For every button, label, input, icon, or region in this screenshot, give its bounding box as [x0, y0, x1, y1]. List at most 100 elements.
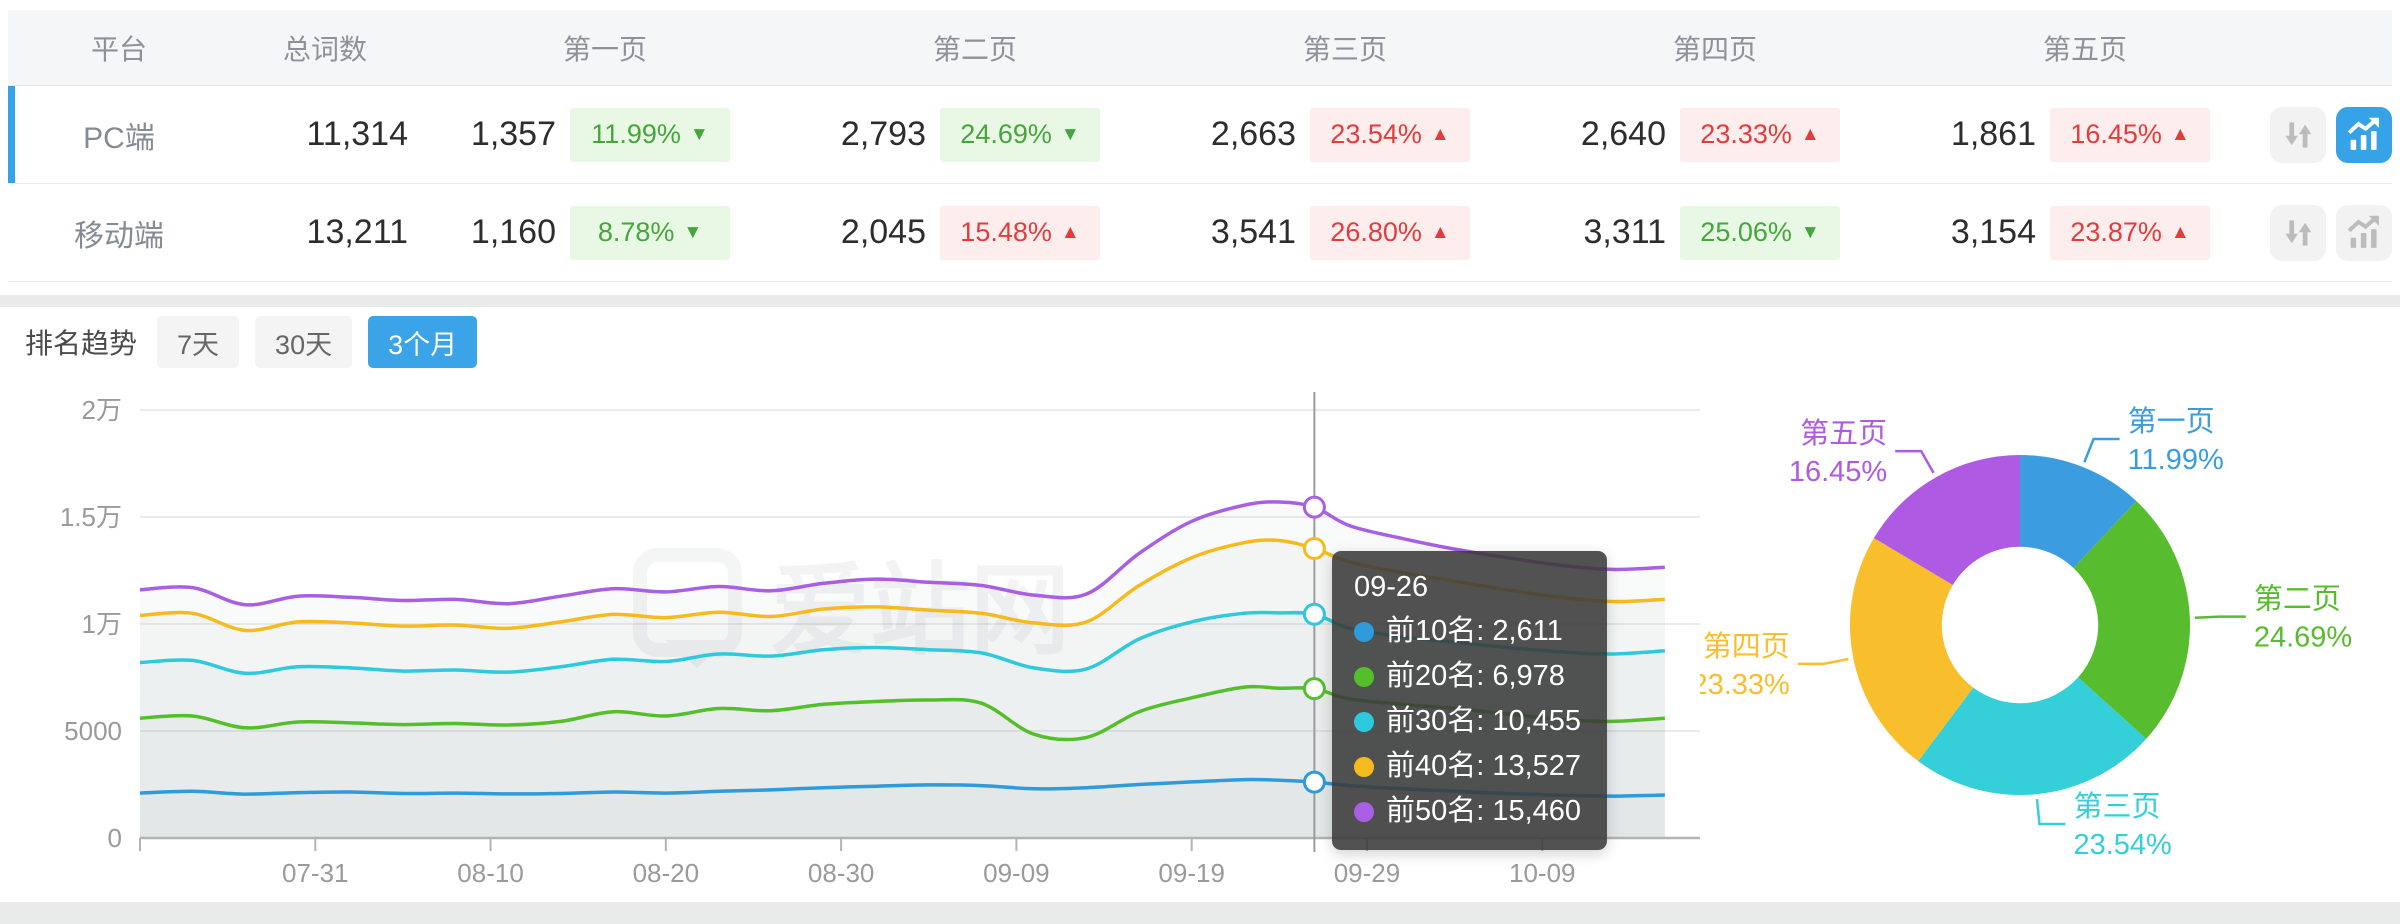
page3-pct-badge: 23.54% ▲	[1310, 107, 1470, 162]
svg-text:第二页: 第二页	[2254, 583, 2341, 616]
col-header-platform: 平台	[90, 33, 147, 65]
trend-chart-button[interactable]	[2336, 106, 2392, 163]
series-label: 前10名:	[1386, 615, 1485, 647]
table-row-pc[interactable]: PC端 11,314 1,357 11.99% ▼ 2,793 24.69% ▼…	[8, 86, 2392, 184]
page2-count: 2,045	[840, 213, 926, 251]
trend-chart-button[interactable]	[2336, 204, 2392, 261]
svg-text:2万: 2万	[82, 395, 122, 425]
pct-value: 11.99%	[591, 119, 681, 149]
platform-label: 移动端	[74, 219, 164, 253]
pct-value: 23.54%	[1330, 119, 1422, 149]
series-value: 2,611	[1492, 615, 1563, 647]
col-header-page3: 第三页	[1302, 33, 1387, 65]
pct-value: 16.45%	[2070, 119, 2162, 149]
series-label: 前50名:	[1386, 795, 1485, 827]
series-label: 前40名:	[1386, 750, 1485, 782]
sort-arrows-icon	[2276, 113, 2320, 157]
svg-text:5000: 5000	[64, 716, 122, 746]
page2-cell: 2,793 24.69% ▼	[790, 107, 1160, 162]
svg-text:08-30: 08-30	[808, 858, 875, 888]
page4-cell: 2,640 23.33% ▲	[1530, 107, 1900, 162]
page2-count: 2,793	[840, 115, 926, 153]
col-header-page5: 第五页	[2042, 33, 2127, 65]
svg-text:09-09: 09-09	[983, 858, 1050, 888]
donut-slice-第三页	[1918, 677, 2147, 796]
page2-pct-badge: 15.48% ▲	[940, 205, 1100, 260]
svg-text:24.69%: 24.69%	[2254, 622, 2352, 654]
table-row-mobile[interactable]: 移动端 13,211 1,160 8.78% ▼ 2,045 15.48% ▲ …	[8, 184, 2392, 282]
tab-7-days[interactable]: 7天	[157, 316, 240, 368]
row-actions	[2270, 106, 2400, 163]
donut-slice-第一页	[2020, 455, 2137, 568]
series-value: 10,455	[1492, 705, 1582, 737]
pct-value: 23.33%	[1700, 119, 1792, 149]
series-dot-top20	[1354, 666, 1374, 687]
series-dot-top50	[1354, 801, 1374, 822]
page1-cell: 1,160 8.78% ▼	[420, 205, 790, 260]
sort-toggle-button[interactable]	[2270, 106, 2326, 163]
page5-pct-badge: 23.87% ▲	[2050, 205, 2210, 260]
page5-cell: 1,861 16.45% ▲	[1900, 107, 2270, 162]
svg-text:1.5万: 1.5万	[60, 502, 122, 532]
svg-text:07-31: 07-31	[282, 858, 349, 888]
page5-pct-badge: 16.45% ▲	[2050, 107, 2210, 162]
tooltip-row: 前10名: 2,611	[1354, 609, 1581, 654]
donut-slice-第二页	[2073, 501, 2191, 739]
trend-arrow-icon: ▲	[1430, 222, 1450, 243]
pct-value: 26.80%	[1330, 217, 1422, 247]
trend-arrow-icon: ▲	[2170, 222, 2190, 243]
row-actions	[2270, 204, 2400, 261]
svg-text:第五页: 第五页	[1800, 417, 1887, 450]
series-value: 15,460	[1492, 795, 1582, 827]
donut-slice-第五页	[1873, 455, 2020, 585]
tooltip-date: 09-26	[1354, 571, 1429, 603]
tooltip-row: 前30名: 10,455	[1354, 699, 1581, 744]
page3-cell: 2,663 23.54% ▲	[1160, 107, 1530, 162]
platform-label: PC端	[83, 121, 155, 155]
page2-pct-badge: 24.69% ▼	[940, 107, 1100, 162]
page2-cell: 2,045 15.48% ▲	[790, 205, 1160, 260]
svg-text:09-19: 09-19	[1158, 858, 1225, 888]
trend-arrow-icon: ▲	[1430, 124, 1450, 145]
svg-text:09-29: 09-29	[1334, 858, 1401, 888]
tooltip-row: 前20名: 6,978	[1354, 654, 1581, 699]
page-distribution-donut-chart[interactable]: 第一页 11.99% 第二页 24.69% 第三页 23.54% 第四页 23.33% 第五页 1…	[1700, 380, 2400, 924]
trend-chart-icon	[2342, 211, 2386, 255]
col-header-page1: 第一页	[562, 33, 647, 65]
total-words-value: 13,211	[306, 213, 408, 251]
page3-pct-badge: 26.80% ▲	[1310, 205, 1470, 260]
svg-text:1万: 1万	[82, 609, 122, 639]
series-value: 13,527	[1492, 750, 1582, 782]
page5-cell: 3,154 23.87% ▲	[1900, 205, 2270, 260]
svg-text:23.33%: 23.33%	[1700, 669, 1790, 701]
page4-count: 2,640	[1580, 115, 1666, 153]
pct-value: 8.78%	[597, 217, 675, 247]
rank-trend-line-chart[interactable]: 050001万1.5万2万爱站网07-3108-1008-2008-3009-0…	[0, 370, 1700, 900]
trend-arrow-icon: ▼	[1800, 222, 1820, 243]
pct-value: 23.87%	[2070, 217, 2162, 247]
trend-arrow-icon: ▼	[1060, 124, 1080, 145]
sort-toggle-button[interactable]	[2270, 204, 2326, 261]
series-value: 6,978	[1492, 660, 1565, 692]
tab-30-days[interactable]: 30天	[255, 316, 353, 368]
page1-pct-badge: 11.99% ▼	[570, 107, 730, 162]
trend-header: 排名趋势 7天 30天 3个月	[25, 316, 478, 368]
trend-arrow-icon: ▼	[689, 124, 709, 145]
series-label: 前20名:	[1386, 660, 1485, 692]
pct-value: 15.48%	[960, 217, 1052, 247]
page5-count: 1,861	[1950, 115, 2036, 153]
page1-pct-badge: 8.78% ▼	[570, 205, 730, 260]
bottom-strip	[0, 902, 2400, 924]
pct-value: 24.69%	[960, 119, 1052, 149]
svg-text:10-09: 10-09	[1509, 858, 1576, 888]
svg-text:第四页: 第四页	[1703, 630, 1790, 663]
page1-count: 1,357	[470, 115, 556, 153]
svg-text:16.45%: 16.45%	[1789, 456, 1887, 488]
trend-arrow-icon: ▲	[1800, 124, 1820, 145]
page4-cell: 3,311 25.06% ▼	[1530, 205, 1900, 260]
page3-count: 2,663	[1210, 115, 1296, 153]
trend-chart-icon	[2342, 113, 2386, 157]
svg-text:23.54%: 23.54%	[2073, 829, 2171, 861]
tab-3-months[interactable]: 3个月	[368, 316, 478, 368]
